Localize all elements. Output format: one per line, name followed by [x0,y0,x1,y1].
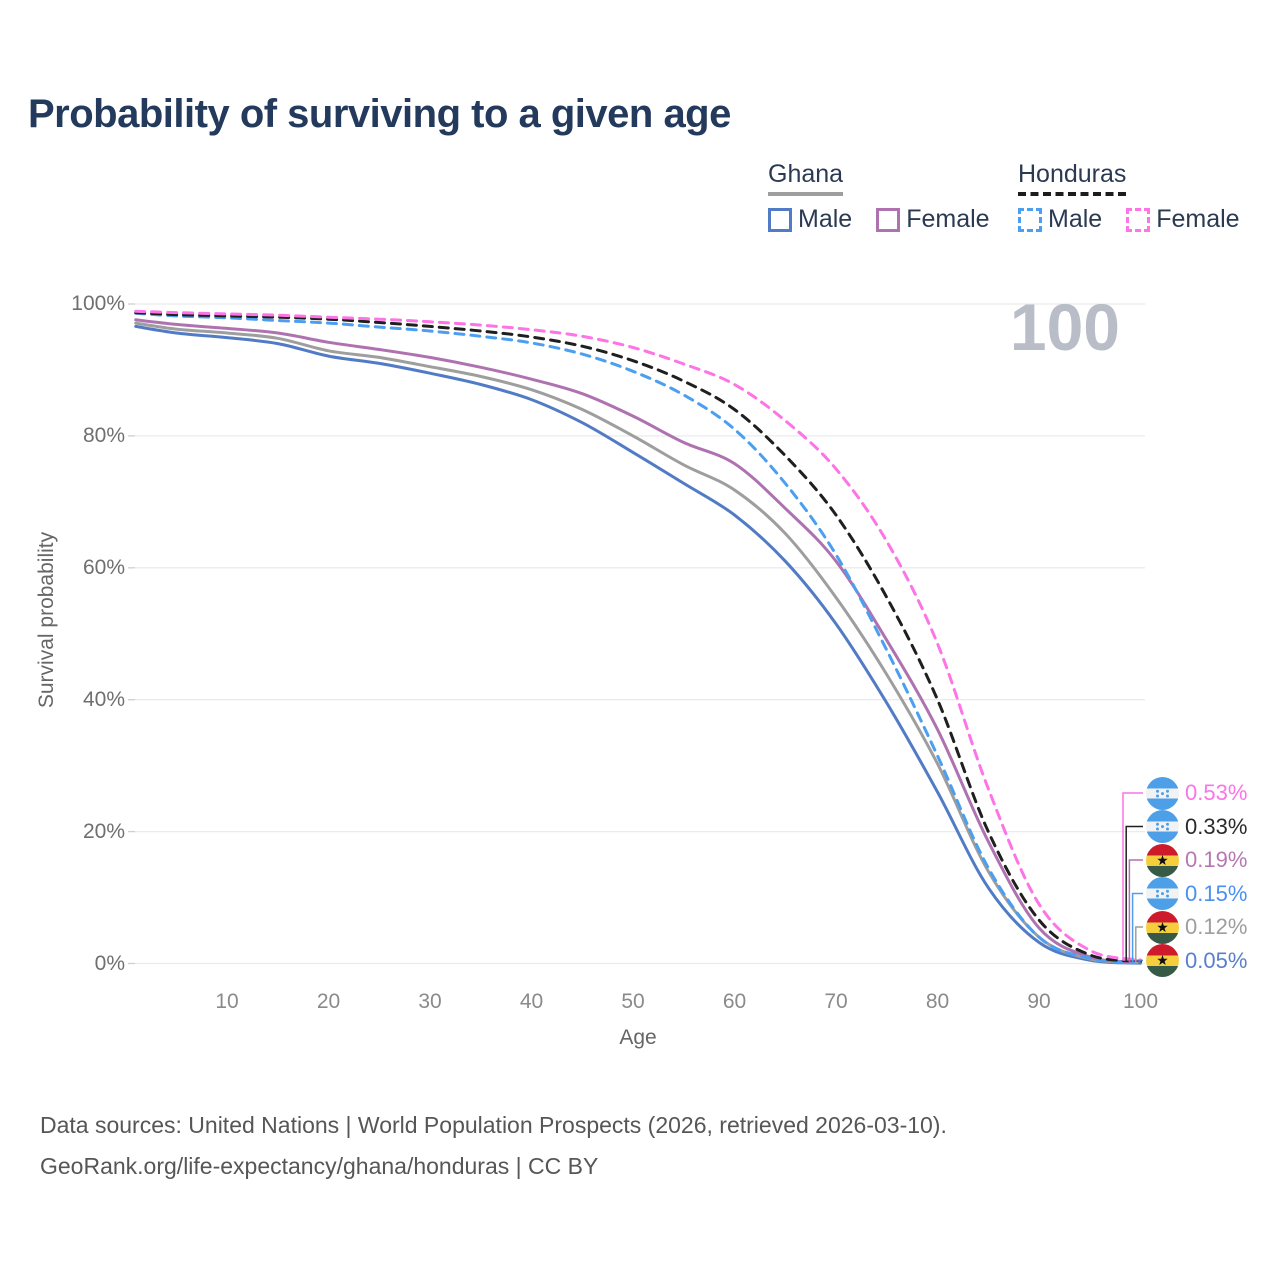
legend-item-ghana-male[interactable]: Male [768,205,852,234]
x-tick-label-100: 100 [1122,990,1159,1013]
series-line-honduras[interactable] [134,311,1142,963]
legend-item-honduras-female[interactable]: Female [1126,205,1240,234]
flag-icon-honduras [1146,810,1179,843]
leader-line-honduras-male [1131,892,1143,964]
footer-attribution-link[interactable]: GeoRank.org/life-expectancy/ghana/hondur… [40,1153,599,1179]
end-label-row-honduras-male: 0.15% [1146,877,1247,910]
series-line-honduras-male[interactable] [134,311,1142,964]
legend-heading-ghana: Ghana [768,160,844,196]
end-label-row-honduras: 0.33% [1146,810,1247,843]
y-tick-label-20: 20% [82,819,125,843]
y-tick-label-0: 0% [94,951,125,975]
flag-icon-honduras [1146,877,1179,910]
end-label-value: 0.19% [1185,847,1248,872]
line-swatch-icon [768,207,792,232]
y-axis-title: Survival probability [35,531,58,709]
series-line-ghana-female[interactable] [134,318,1142,964]
end-label-row-ghana-female: 0.19% [1146,843,1248,877]
legend-heading-honduras: Honduras [1018,160,1127,196]
end-label-value: 0.53% [1185,780,1248,805]
x-tick-label-90: 90 [1027,990,1051,1013]
legend-group-ghana: Ghana Male Female [768,160,990,234]
x-tick-label-70: 70 [824,990,848,1013]
x-axis-title: Age [619,1026,657,1049]
leader-line-honduras-female [1122,792,1143,961]
legend: Ghana Male Female Honduras Male Female [0,160,1280,250]
end-label-value: 0.15% [1185,880,1248,906]
legend-item-ghana-female[interactable]: Female [876,205,990,234]
x-tick-label-20: 20 [316,990,341,1013]
legend-group-honduras: Honduras Male Female [1018,160,1240,234]
y-tick-label-60: 60% [82,555,125,579]
leader-line-ghana-male [1138,959,1143,964]
flag-icon-ghana [1146,944,1179,977]
flag-icon-ghana [1146,910,1179,944]
y-tick-label-40: 40% [82,687,125,711]
y-tick-label-100: 100% [71,292,125,315]
series-line-ghana-male[interactable] [134,324,1142,965]
footer-data-sources: Data sources: United Nations | World Pop… [40,1112,947,1138]
line-swatch-icon [1018,207,1042,232]
leader-line-ghana [1135,926,1143,964]
end-label-row-honduras-female: 0.53% [1146,776,1248,810]
end-label-row-ghana: 0.12% [1146,910,1248,944]
x-tick-label-60: 60 [722,990,747,1013]
legend-item-honduras-male[interactable]: Male [1018,205,1102,234]
flag-icon-honduras [1146,776,1179,810]
x-tick-label-80: 80 [925,990,950,1013]
end-label-value: 0.05% [1185,947,1248,973]
end-label-value: 0.33% [1185,813,1248,839]
x-tick-label-10: 10 [215,990,239,1013]
end-label-row-ghana-male: 0.05% [1146,944,1247,977]
end-label-value: 0.12% [1185,914,1248,939]
series-line-ghana[interactable] [134,321,1142,965]
x-tick-label-40: 40 [519,990,544,1013]
flag-icon-ghana [1146,843,1179,877]
page-title: Probability of surviving to a given age [28,92,731,136]
hover-age-indicator: 100 [1009,290,1120,364]
x-tick-label-50: 50 [621,990,645,1013]
y-tick-label-80: 80% [82,423,125,447]
line-swatch-icon [876,207,901,232]
series-line-honduras-female[interactable] [134,309,1142,962]
x-tick-label-30: 30 [418,990,442,1013]
footer: Data sources: United Nations | World Pop… [40,1105,947,1187]
line-swatch-icon [1126,207,1151,232]
